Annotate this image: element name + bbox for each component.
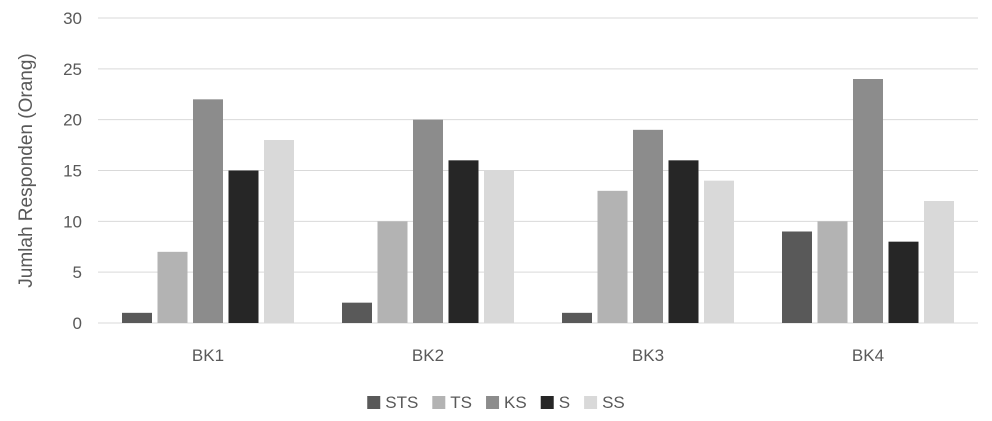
legend-label: S [559,393,570,412]
x-tick-label: BK1 [192,346,224,365]
y-tick-label: 20 [63,111,82,130]
y-tick-label: 0 [73,314,82,333]
legend-swatch [486,396,500,409]
bar-s-bk3 [668,160,699,323]
x-tick-label: BK3 [632,346,664,365]
legend-swatch [540,396,554,409]
legend-item-s: S [540,393,570,412]
bar-sts-bk4 [782,231,812,323]
legend: STS TS KS S SS [367,393,625,412]
y-tick-label: 10 [63,212,82,231]
bar-ss-bk1 [264,140,294,323]
bars [122,79,954,324]
bar-ks-bk4 [853,79,883,323]
legend-label: SS [602,393,625,412]
bar-ts-bk4 [817,221,848,323]
x-tick-label: BK4 [852,346,884,365]
legend-swatch [367,396,381,409]
bar-s-bk4 [888,241,919,323]
y-tick-label: 5 [73,263,82,282]
bar-ks-bk3 [633,129,663,323]
y-tick-label: 15 [63,162,82,181]
legend-label: TS [450,393,472,412]
y-axis-title: Jumlah Responden (Orang) [16,53,37,287]
legend-item-ts: TS [432,393,472,412]
legend-label: KS [504,393,527,412]
y-axis-ticks: 0 5 10 15 20 25 30 [63,9,82,333]
bar-sts-bk3 [562,312,592,323]
y-tick-label: 25 [63,60,82,79]
bar-ks-bk1 [193,99,223,323]
bar-sts-bk1 [122,312,152,323]
legend-swatch [584,396,598,409]
bar-s-bk2 [448,160,479,323]
bar-ts-bk1 [157,251,188,323]
x-axis-ticks: BK1 BK2 BK3 BK4 [192,346,884,365]
bar-ss-bk4 [924,201,954,323]
legend-item-ks: KS [486,393,527,412]
bar-s-bk1 [228,170,259,323]
bar-ss-bk3 [704,180,734,323]
bar-ss-bk2 [484,170,514,323]
x-tick-label: BK2 [412,346,444,365]
legend-item-ss: SS [584,393,625,412]
legend-label: STS [385,393,418,412]
bar-sts-bk2 [342,302,372,323]
bar-ts-bk2 [377,221,408,323]
y-tick-label: 30 [63,9,82,28]
legend-item-sts: STS [367,393,418,412]
bar-ts-bk3 [597,190,628,323]
bar-ks-bk2 [413,119,443,324]
legend-swatch [432,396,446,409]
